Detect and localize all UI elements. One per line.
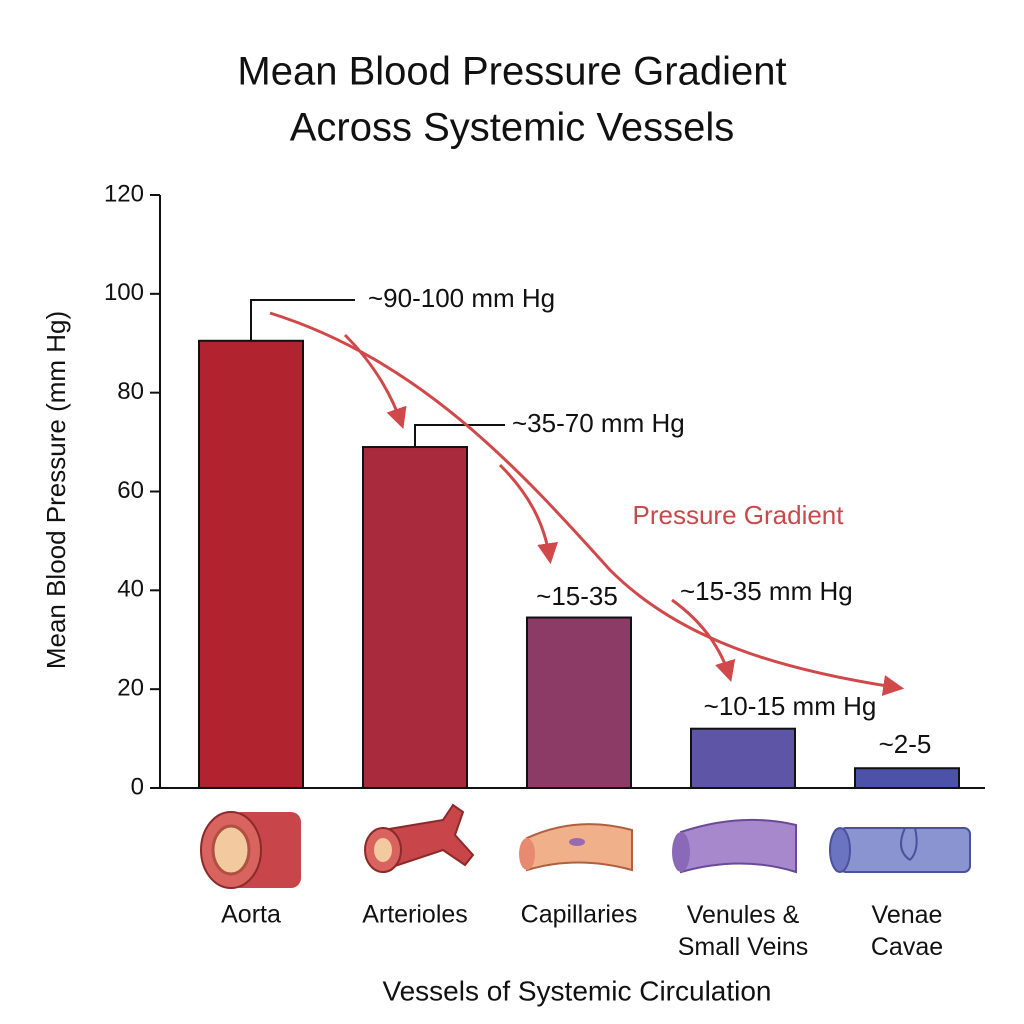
- annotation: ~15-35: [536, 581, 618, 611]
- x-tick-label: Capillaries: [521, 901, 638, 929]
- annotation: ~10-15 mm Hg: [704, 691, 877, 721]
- y-tick-label: 60: [117, 477, 144, 504]
- y-tick-label: 20: [117, 675, 144, 702]
- y-axis-label: Mean Blood Pressure (mm Hg): [41, 311, 71, 669]
- bar: [690, 727, 796, 790]
- chart-title: Mean Blood Pressure Gradient: [237, 50, 786, 94]
- x-axis-label: Vessels of Systemic Circulation: [382, 975, 771, 1006]
- bar: [526, 616, 632, 790]
- x-tick-label: Arterioles: [362, 901, 468, 929]
- annotation: ~15-35 mm Hg: [680, 576, 853, 606]
- y-tick-label: 0: [131, 773, 144, 800]
- annotation-brackets: [250, 299, 505, 447]
- y-tick-label: 80: [117, 378, 144, 405]
- y-tick-label: 40: [117, 576, 144, 603]
- annotation: ~35-70 mm Hg: [512, 408, 685, 438]
- bar: [362, 446, 468, 789]
- x-tick-label: Aorta: [221, 901, 281, 929]
- vessel-icons: [200, 803, 971, 889]
- y-tick-label: 120: [104, 180, 144, 207]
- annotation: Pressure Gradient: [633, 500, 845, 530]
- chart-title: Across Systemic Vessels: [290, 106, 735, 150]
- bar: [854, 767, 960, 790]
- annotation: ~2-5: [879, 729, 932, 759]
- y-tick-label: 100: [104, 279, 144, 306]
- gradient-arrows: [269, 311, 905, 696]
- x-tick-label: Venules & Small Veins: [678, 901, 809, 961]
- x-tick-label: Venae Cavae: [871, 901, 943, 961]
- bar: [198, 339, 304, 789]
- annotation: ~90-100 mm Hg: [368, 283, 555, 313]
